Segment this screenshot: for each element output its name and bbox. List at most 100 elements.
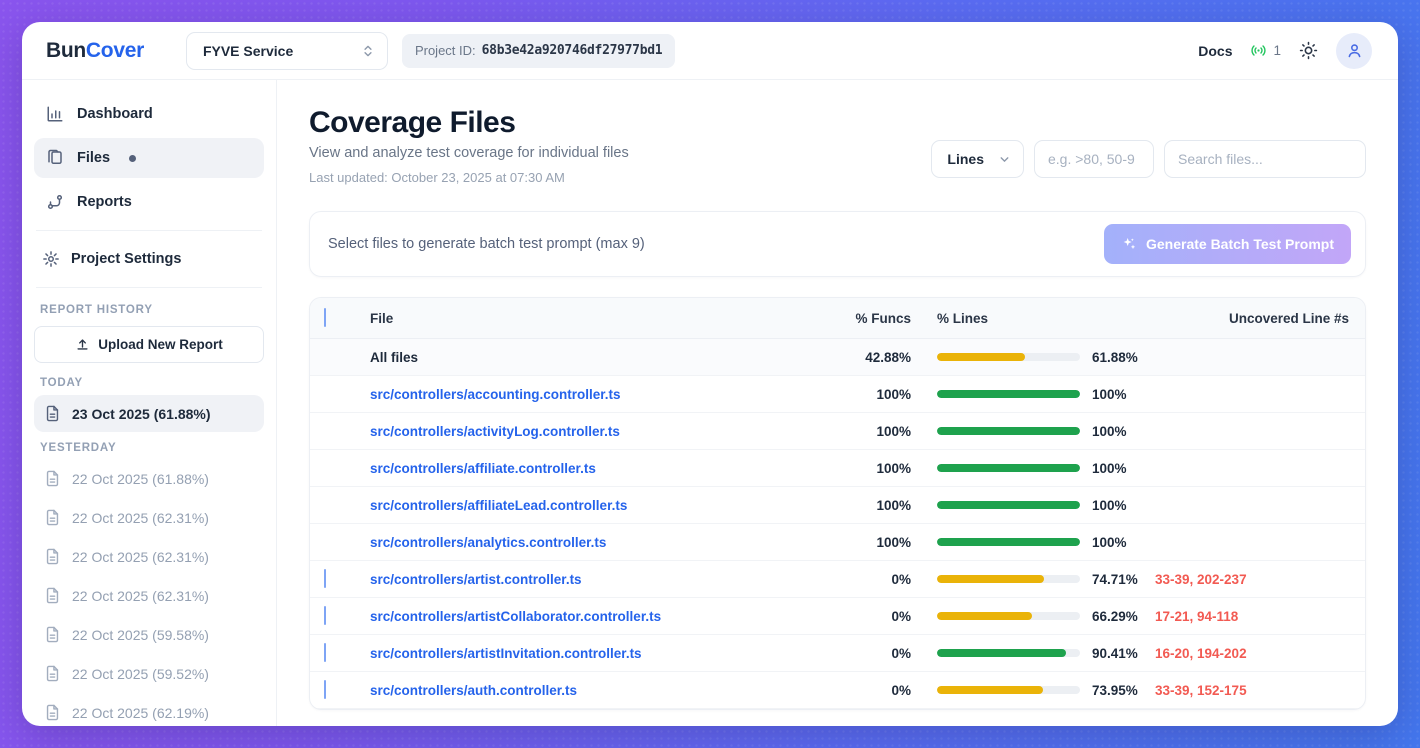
file-text-icon [44, 548, 61, 565]
project-id-value: 68b3e42a920746df27977bd1 [481, 43, 663, 58]
file-link[interactable]: src/controllers/artistCollaborator.contr… [370, 608, 662, 624]
file-text-icon [44, 509, 61, 526]
table-body: All files 42.88% 61.88% src/controllers/acc… [310, 339, 1365, 709]
report-history-item[interactable]: 22 Oct 2025 (62.31%) [34, 538, 264, 575]
table-row: src/controllers/analytics.controller.ts 1… [310, 524, 1365, 561]
table-row: src/controllers/activityLog.controller.t… [310, 413, 1365, 450]
report-history-item[interactable]: 22 Oct 2025 (62.19%) [34, 694, 264, 726]
sparkles-icon [1121, 236, 1137, 252]
coverage-bar [937, 390, 1080, 398]
generate-button-label: Generate Batch Test Prompt [1145, 236, 1334, 252]
metric-filter-select[interactable]: Lines [931, 140, 1024, 178]
coverage-bar [937, 427, 1080, 435]
live-status: 1 [1250, 42, 1281, 59]
lines-percent: 74.71% [1092, 571, 1138, 587]
sidebar-item-label: Files [77, 150, 111, 166]
column-header-uncovered: Uncovered Line #s [1228, 310, 1349, 326]
report-history-item-label: 22 Oct 2025 (62.31%) [72, 548, 209, 565]
coverage-bar [937, 538, 1080, 546]
generate-batch-test-prompt-button[interactable]: Generate Batch Test Prompt [1103, 224, 1351, 264]
file-link[interactable]: src/controllers/activityLog.controller.t… [370, 423, 620, 439]
funcs-percent: 42.88% [865, 349, 911, 365]
header-actions: Docs 1 [1198, 32, 1372, 69]
uncovered-lines: 16-20, 194-202 [1155, 645, 1247, 661]
funcs-percent: 100% [876, 460, 911, 476]
lines-percent: 73.95% [1092, 682, 1138, 698]
table-row: src/controllers/auth.controller.ts 0% 73.9… [310, 672, 1365, 709]
live-count: 1 [1273, 43, 1281, 58]
row-checkbox[interactable] [324, 606, 326, 625]
funcs-percent: 100% [876, 423, 911, 439]
yesterday-label: YESTERDAY [40, 442, 117, 454]
coverage-bar [937, 464, 1080, 472]
file-link[interactable]: src/controllers/analytics.controller.ts [370, 534, 607, 550]
funcs-percent: 100% [876, 534, 911, 550]
upload-new-report-button[interactable]: Upload New Report [34, 326, 264, 363]
column-header-lines: % Lines [937, 310, 989, 326]
lines-percent: 66.29% [1092, 608, 1138, 624]
file-name: All files [370, 349, 419, 365]
funcs-percent: 0% [891, 682, 911, 698]
docs-link[interactable]: Docs [1198, 42, 1233, 59]
file-text-icon [44, 626, 61, 643]
report-history-item[interactable]: 22 Oct 2025 (59.52%) [34, 655, 264, 692]
service-selector[interactable]: FYVE Service [185, 31, 388, 70]
coverage-bar [937, 575, 1080, 583]
files-icon [46, 149, 64, 167]
range-filter-input[interactable] [1034, 140, 1154, 178]
report-history-item[interactable]: 22 Oct 2025 (62.31%) [34, 499, 264, 536]
report-history-item[interactable]: 22 Oct 2025 (61.88%) [34, 460, 264, 497]
chevron-up-down-icon [361, 44, 375, 58]
file-link[interactable]: src/controllers/auth.controller.ts [370, 682, 578, 698]
theme-toggle-button[interactable] [1299, 41, 1318, 60]
filters: Lines [931, 140, 1366, 178]
main-content: Coverage Files View and analyze test cov… [277, 80, 1398, 726]
select-all-checkbox[interactable] [324, 308, 326, 327]
sidebar-item-project-settings[interactable]: Project Settings [34, 239, 264, 279]
sun-icon [1299, 41, 1318, 60]
report-history-item-label: 22 Oct 2025 (62.31%) [72, 587, 209, 604]
upload-icon [75, 337, 90, 352]
main-top: Coverage Files View and analyze test cov… [309, 106, 1366, 185]
user-avatar[interactable] [1336, 32, 1372, 69]
brand-logo[interactable]: BunCover [46, 39, 144, 63]
sidebar-item-reports[interactable]: Reports [34, 182, 264, 222]
lines-percent: 100% [1092, 497, 1127, 513]
file-text-icon [44, 587, 61, 604]
report-history-item-label: 22 Oct 2025 (59.58%) [72, 626, 209, 643]
file-link[interactable]: src/controllers/artistInvitation.control… [370, 645, 642, 661]
report-history-item-today[interactable]: 23 Oct 2025 (61.88%) [34, 395, 264, 432]
table-row: All files 42.88% 61.88% [310, 339, 1365, 376]
file-link[interactable]: src/controllers/affiliateLead.controller… [370, 497, 628, 513]
file-link[interactable]: src/controllers/artist.controller.ts [370, 571, 582, 587]
upload-button-label: Upload New Report [98, 337, 223, 352]
lines-percent: 100% [1092, 534, 1127, 550]
chevron-down-icon [998, 153, 1011, 166]
sidebar-item-dashboard[interactable]: Dashboard [34, 94, 264, 134]
sidebar-item-files[interactable]: Files [34, 138, 264, 178]
sidebar-item-label: Reports [77, 194, 132, 210]
funcs-percent: 0% [891, 571, 911, 587]
report-history-item-label: 22 Oct 2025 (61.88%) [72, 470, 209, 487]
title-block: Coverage Files View and analyze test cov… [309, 106, 629, 185]
search-input[interactable] [1164, 140, 1366, 178]
report-history-item[interactable]: 22 Oct 2025 (62.31%) [34, 577, 264, 614]
last-updated-text: Last updated: October 23, 2025 at 07:30 … [309, 170, 565, 185]
funcs-percent: 0% [891, 608, 911, 624]
funcs-percent: 100% [876, 386, 911, 402]
uncovered-lines: 17-21, 94-118 [1155, 608, 1239, 624]
row-checkbox[interactable] [324, 643, 326, 662]
lines-percent: 100% [1092, 460, 1127, 476]
file-text-icon [44, 405, 61, 422]
report-history-item-label: 22 Oct 2025 (62.31%) [72, 509, 209, 526]
files-notification-dot [129, 154, 137, 162]
row-checkbox[interactable] [324, 569, 326, 588]
lines-percent: 90.41% [1092, 645, 1138, 661]
file-link[interactable]: src/controllers/accounting.controller.ts [370, 386, 621, 402]
report-history-item[interactable]: 22 Oct 2025 (59.58%) [34, 616, 264, 653]
coverage-bar [937, 686, 1080, 694]
file-link[interactable]: src/controllers/affiliate.controller.ts [370, 460, 596, 476]
coverage-bar [937, 649, 1080, 657]
file-text-icon [44, 704, 61, 721]
row-checkbox[interactable] [324, 680, 326, 699]
